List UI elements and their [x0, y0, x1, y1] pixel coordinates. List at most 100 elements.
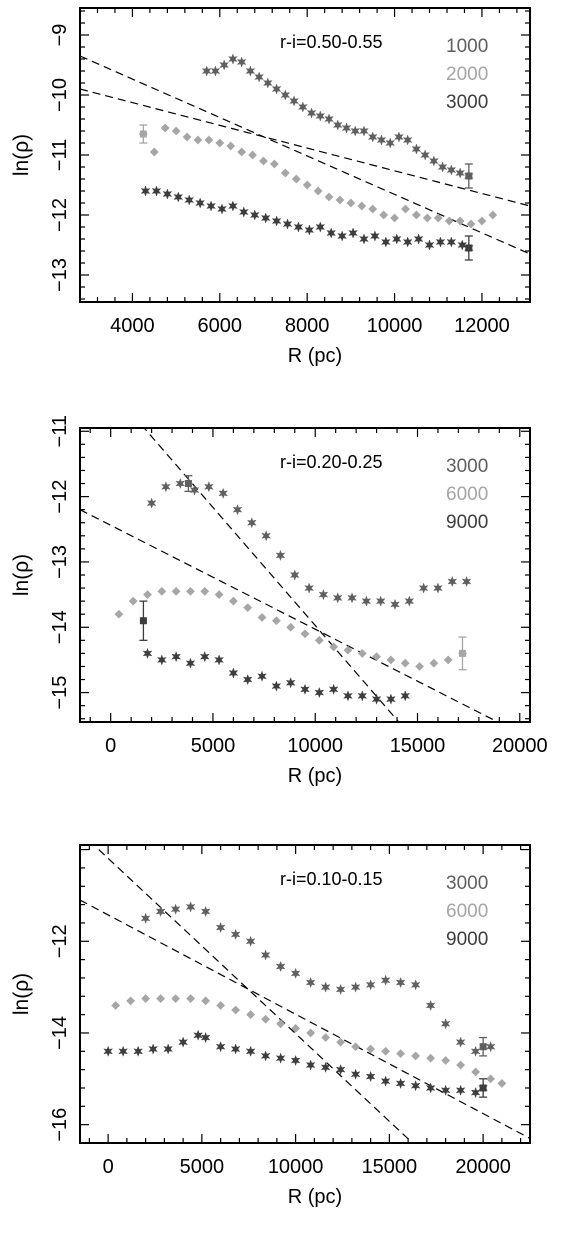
series-2-point — [200, 586, 210, 596]
series-3-point — [320, 1061, 331, 1073]
series-1-point — [161, 481, 171, 493]
series-2-point — [257, 612, 267, 622]
series-2-point — [396, 1049, 406, 1059]
y-axis-label: ln(ρ) — [10, 554, 33, 596]
series-2-point — [351, 1042, 361, 1052]
error-bar-marker — [479, 1084, 487, 1092]
series-3-point — [271, 680, 282, 692]
series-3-point — [435, 236, 446, 248]
series-2-point — [357, 648, 367, 658]
series-2-point — [488, 210, 498, 220]
series-2-point — [246, 1010, 256, 1020]
error-bar-marker — [459, 649, 466, 657]
series-1-point — [204, 481, 214, 493]
series-2-point — [231, 1005, 241, 1015]
series-1-point — [341, 122, 352, 134]
series-2-point — [160, 123, 170, 133]
series-3-point — [380, 1075, 391, 1087]
series-2-point — [444, 216, 454, 226]
series-3-point — [215, 1041, 226, 1053]
series-2-point — [193, 135, 203, 145]
series-1-point — [335, 983, 346, 995]
series-2-point — [346, 198, 356, 208]
series-3-point — [195, 197, 205, 209]
series-2-point — [368, 204, 378, 214]
series-1-point — [425, 999, 436, 1012]
series-2-point — [441, 1055, 451, 1065]
y-tick-label: −12 — [49, 198, 71, 232]
series-1-point — [437, 161, 448, 173]
series-3-point — [242, 673, 253, 686]
series-3-point — [249, 209, 260, 221]
series-2-point — [379, 210, 389, 220]
series-1-point — [254, 71, 264, 83]
series-3-point — [304, 224, 315, 236]
error-bar-marker — [139, 617, 147, 625]
series-1-point — [201, 65, 212, 77]
series-2-point — [456, 1060, 466, 1070]
x-tick-label: 0 — [103, 1156, 114, 1178]
series-3-point — [457, 239, 468, 251]
series-3-point — [214, 654, 224, 666]
y-tick-label: −14 — [49, 1016, 71, 1050]
series-2-point — [271, 616, 281, 626]
series-1-point — [315, 110, 326, 122]
series-1-point — [440, 1018, 451, 1030]
series-2-point — [306, 1028, 316, 1038]
plot-area — [80, 428, 500, 722]
series-1-point — [275, 549, 286, 561]
series-1-point — [280, 89, 291, 101]
series-2-point — [248, 150, 258, 160]
series-1-point — [350, 125, 361, 137]
y-tick-label: −9 — [49, 24, 71, 47]
series-2-point — [324, 192, 334, 202]
legend-entry: 9000 — [446, 929, 488, 950]
series-1-point — [361, 595, 372, 607]
series-3-point — [133, 1045, 143, 1057]
series-3-point — [365, 1070, 376, 1083]
series-2-point — [114, 609, 124, 619]
error-bar-marker — [479, 1043, 487, 1051]
series-1-point — [375, 595, 386, 607]
series-2-point — [400, 658, 410, 668]
series-3-point — [386, 693, 396, 705]
series-1-point — [324, 113, 334, 125]
error-bar-marker — [465, 244, 473, 252]
series-1-point — [304, 582, 314, 594]
series-1-point — [215, 921, 226, 934]
series-2-point — [171, 994, 181, 1004]
series-3-point — [171, 651, 181, 663]
series-2-point — [291, 174, 301, 184]
series-1-point — [318, 589, 329, 601]
series-1-point — [189, 484, 200, 496]
series-2-point — [243, 603, 253, 613]
series-3-point — [425, 1082, 436, 1094]
series-3-point — [395, 1077, 406, 1089]
series-1-point — [263, 77, 273, 89]
series-3-point — [178, 1036, 188, 1048]
x-tick-label: 4000 — [110, 315, 155, 337]
x-tick-label: 10000 — [287, 735, 343, 757]
series-3-point — [230, 1043, 241, 1055]
series-2-point — [276, 1019, 286, 1029]
series-1-point — [245, 65, 256, 77]
series-2-point — [237, 147, 247, 157]
series-1-point — [236, 56, 247, 68]
series-1-point — [297, 101, 308, 113]
series-3-point — [282, 218, 293, 230]
series-2-point — [415, 661, 425, 671]
series-3-point — [217, 203, 227, 215]
series-2-point — [497, 1078, 507, 1088]
series-3-point — [173, 191, 184, 203]
x-axis-label: R (pc) — [288, 765, 342, 787]
series-2-point — [201, 996, 211, 1006]
series-2-point — [422, 213, 432, 223]
series-3-point — [156, 654, 167, 666]
x-tick-label: 20000 — [492, 735, 548, 757]
series-1-point — [305, 976, 316, 989]
error-bar-marker — [139, 130, 147, 138]
y-tick-label: −13 — [49, 258, 71, 292]
series-2-point — [372, 652, 382, 662]
series-3-point — [371, 693, 382, 705]
series-2-point — [215, 138, 225, 148]
